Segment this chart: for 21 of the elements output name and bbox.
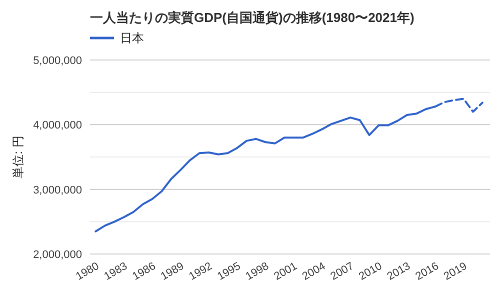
x-tick-label: 2013 (385, 260, 412, 283)
y-tick-label: 5,000,000 (33, 55, 82, 67)
y-tick-label: 3,000,000 (33, 184, 82, 196)
x-tick-label: 1989 (158, 260, 186, 283)
y-tick-label: 4,000,000 (33, 120, 82, 132)
y-axis-title: 単位: 円 (11, 136, 25, 178)
chart-title: 一人当たりの実質GDP(自国通貨)の推移(1980〜2021年) (90, 10, 414, 25)
x-tick-label: 2001 (272, 260, 300, 283)
x-tick-label: 1983 (102, 260, 130, 283)
y-tick-label: 2,000,000 (33, 249, 82, 261)
x-tick-label: 1998 (244, 260, 271, 283)
x-tick-label: 2019 (442, 260, 470, 283)
x-tick-label: 1980 (74, 260, 102, 283)
x-tick-label: 1995 (215, 260, 243, 283)
x-tick-label: 2004 (300, 260, 328, 283)
x-tick-label: 2016 (414, 260, 441, 283)
legend-label: 日本 (120, 31, 144, 45)
x-tick-label: 1992 (187, 260, 214, 283)
x-tick-label: 1986 (130, 260, 158, 283)
x-tick-label: 2010 (356, 260, 384, 283)
x-tick-label: 2007 (328, 260, 356, 283)
